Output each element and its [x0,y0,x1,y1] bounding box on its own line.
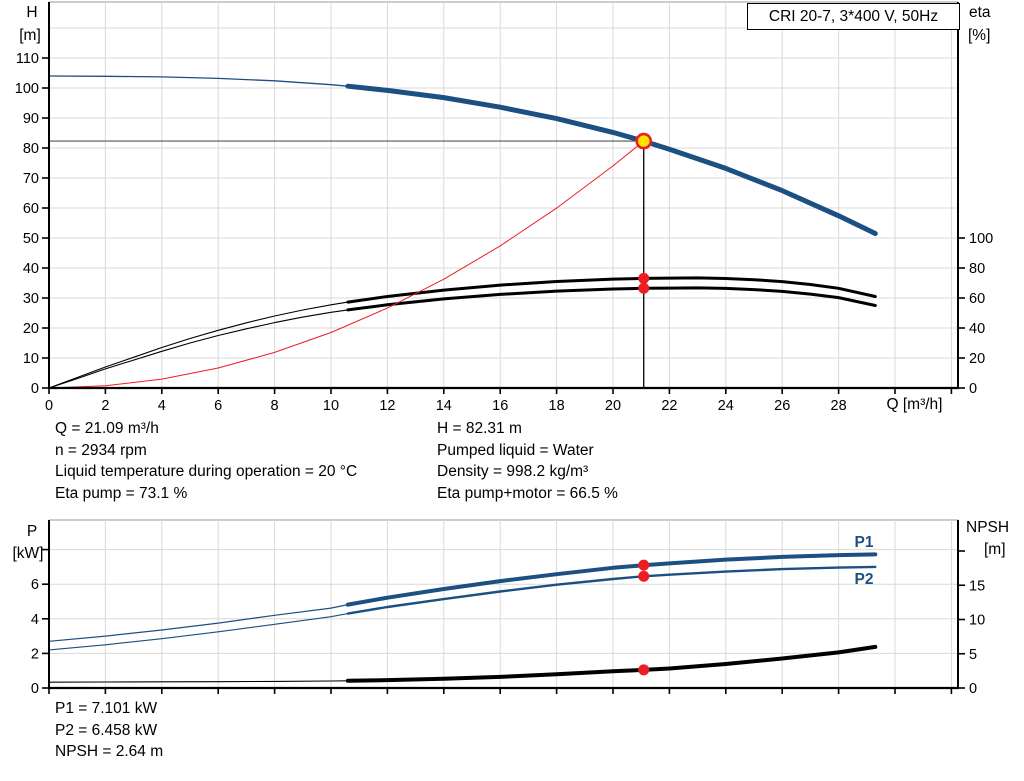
npsh-point[interactable] [638,664,650,676]
duty-point[interactable] [635,132,653,150]
svg-text:0: 0 [969,381,977,397]
eta-pump-curve [346,276,877,304]
svg-text:28: 28 [831,398,847,414]
info-npsh: NPSH = 2.64 m [55,743,164,761]
svg-text:60: 60 [969,291,985,307]
svg-text:0: 0 [969,681,977,697]
info-n: n = 2934 rpm [55,441,147,459]
svg-text:30: 30 [23,291,39,307]
svg-text:4: 4 [31,612,39,628]
svg-text:8: 8 [271,398,279,414]
svg-text:60: 60 [23,201,39,217]
eta-pump-curve [48,301,349,389]
svg-text:80: 80 [969,261,985,277]
p-axis-unit: [kW] [12,545,44,562]
svg-text:90: 90 [23,111,39,127]
info-density: Density = 998.2 kg/m³ [437,463,589,481]
eta-pump-motor-curve [48,309,349,389]
eta-axis-unit: [%] [968,27,991,44]
svg-text:100: 100 [969,231,993,247]
power-info: P1 = 7.101 kW P2 = 6.458 kW NPSH = 2.64 … [55,698,163,763]
svg-text:20: 20 [605,398,621,414]
svg-text:2: 2 [31,646,39,662]
svg-text:22: 22 [661,398,677,414]
info-h: H = 82.31 m [437,420,522,437]
npsh-axis-unit: [m] [984,541,1006,558]
svg-text:100: 100 [15,81,39,97]
pump-curve [345,83,878,236]
svg-text:16: 16 [492,398,508,414]
eta-pump-motor-point[interactable] [638,282,650,294]
pump-title-box: CRI 20-7, 3*400 V, 50Hz [747,3,960,30]
svg-text:6: 6 [31,577,39,593]
p1-point[interactable] [638,559,650,571]
svg-text:80: 80 [23,141,39,157]
p2-curve-label: P2 [854,571,874,588]
info-eta-pump: Eta pump = 73.1 % [55,484,188,502]
info-eta-total: Eta pump+motor = 66.5 % [437,484,618,502]
eta-axis-label: eta [969,4,991,21]
duty-info-right: H = 82.31 m Pumped liquid = Water Densit… [437,418,618,504]
h-q-curve-chart[interactable]: 0 2 4 6 8 10 12 14 16 18 20 22 24 26 28010203040506070… [15,1,993,414]
p2-point[interactable] [638,570,650,582]
p2-curve [346,565,877,615]
power-npsh-chart[interactable]: 0 2 4 6 0 5 10 15 [31,519,985,697]
pump-curve [48,75,349,87]
npsh-curve [345,644,878,683]
eta-pump-motor-curve [346,286,877,312]
p1-curve-label: P1 [854,534,874,551]
svg-text:110: 110 [16,51,39,67]
svg-text:0: 0 [45,398,53,414]
p2-curve [48,613,349,651]
svg-text:14: 14 [436,398,452,414]
info-p2: P2 = 6.458 kW [55,721,158,739]
svg-text:12: 12 [379,398,395,414]
svg-text:40: 40 [23,261,39,277]
q-axis-label: Q [m³/h] [886,396,943,413]
svg-text:26: 26 [774,398,790,414]
npsh-axis-label: NPSH [966,519,1010,536]
svg-text:0: 0 [31,381,39,397]
duty-info-left: Q = 21.09 m³/h n = 2934 rpm Liquid tempe… [55,418,357,504]
svg-text:6: 6 [214,398,222,414]
info-q: Q = 21.09 m³/h [55,420,159,437]
svg-text:10: 10 [23,351,39,367]
svg-text:5: 5 [969,647,977,663]
svg-text:24: 24 [718,398,734,414]
info-p1: P1 = 7.101 kW [55,700,158,717]
p-axis-label: P [26,523,38,540]
svg-text:20: 20 [969,351,985,367]
svg-text:40: 40 [969,321,985,337]
svg-text:2: 2 [101,398,109,414]
system-curve [48,140,645,389]
h-axis-label: H [26,4,38,21]
svg-text:70: 70 [23,171,39,187]
npsh-curve [48,680,349,683]
p1-curve [48,603,349,642]
svg-text:50: 50 [23,231,39,247]
eta-pump-point[interactable] [638,272,650,284]
svg-text:10: 10 [323,398,339,414]
svg-text:0: 0 [31,681,39,697]
svg-text:20: 20 [23,321,39,337]
svg-text:18: 18 [549,398,565,414]
svg-text:4: 4 [158,398,166,414]
info-liquid: Pumped liquid = Water [437,441,594,459]
info-temp: Liquid temperature during operation = 20… [55,463,358,481]
svg-text:10: 10 [969,613,985,629]
h-axis-unit: [m] [19,27,41,44]
svg-text:15: 15 [969,578,985,594]
p1-curve [345,552,878,607]
